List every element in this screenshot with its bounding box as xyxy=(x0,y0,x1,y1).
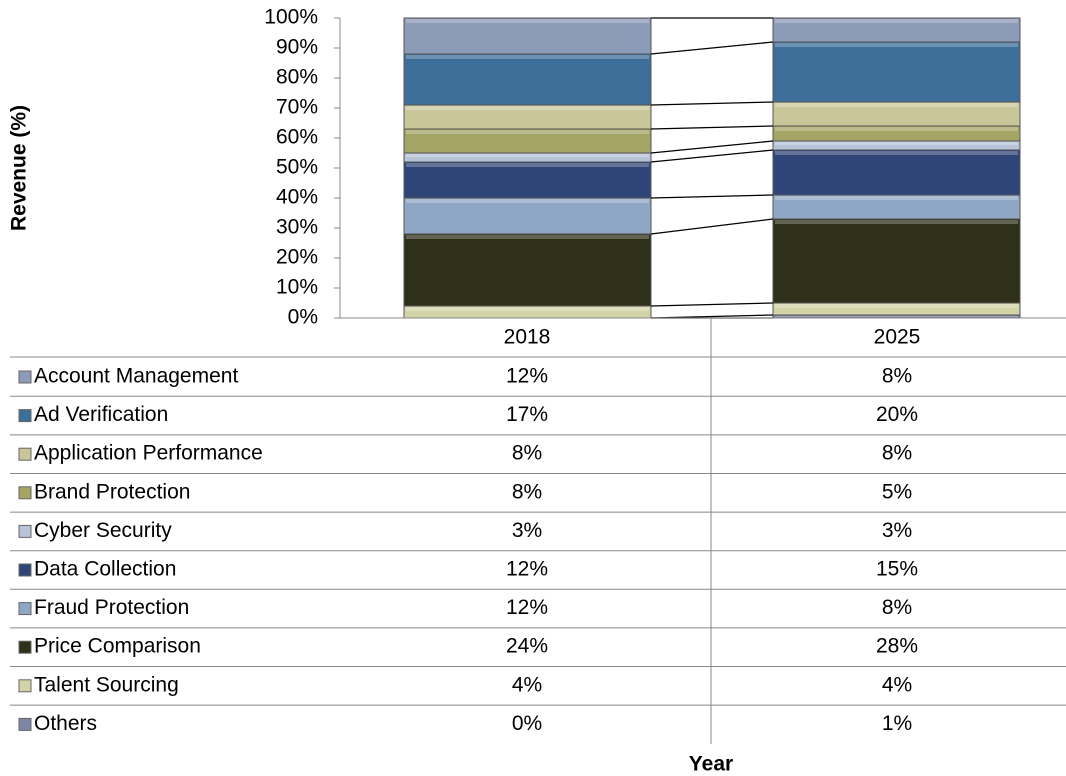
series-line xyxy=(650,101,774,106)
legend-label: Application Performance xyxy=(34,442,263,465)
table-cell: 4% xyxy=(882,673,912,696)
bar-segment xyxy=(772,218,1021,304)
y-tick-label: 100% xyxy=(264,6,318,29)
table-cell: 8% xyxy=(512,480,542,503)
bar-segment xyxy=(403,233,652,307)
series-line xyxy=(650,218,774,235)
bar-highlight xyxy=(775,304,1018,308)
table-cell: 28% xyxy=(876,635,918,658)
table-cell: 8% xyxy=(882,442,912,465)
legend-swatch xyxy=(18,409,32,423)
legend-swatch xyxy=(18,370,32,384)
bar-segment xyxy=(772,194,1021,220)
bar-segment xyxy=(772,149,1021,196)
series-line xyxy=(650,41,774,55)
series-line xyxy=(650,125,774,130)
table-cell: 1% xyxy=(882,712,912,735)
y-tick-label: 50% xyxy=(276,156,318,179)
bar-highlight xyxy=(406,130,649,134)
table-cell: 24% xyxy=(506,635,548,658)
bar-segment xyxy=(403,161,652,199)
legend-swatch xyxy=(18,486,32,500)
y-tick-label: 90% xyxy=(276,36,318,59)
bar-highlight xyxy=(775,151,1018,155)
bar-highlight xyxy=(775,142,1018,145)
bar-segment xyxy=(403,128,652,154)
y-tick-label: 30% xyxy=(276,216,318,239)
legend-swatch xyxy=(18,717,32,731)
bar-highlight xyxy=(406,307,649,311)
table-cell: 8% xyxy=(882,596,912,619)
table-cell: 8% xyxy=(882,365,912,388)
table-cell: 15% xyxy=(876,558,918,581)
legend-label: Data Collection xyxy=(34,558,176,581)
y-tick-label: 10% xyxy=(276,276,318,299)
table-cell: 3% xyxy=(512,519,542,542)
series-line xyxy=(650,302,774,307)
y-tick-label: 80% xyxy=(276,66,318,89)
bar-highlight xyxy=(406,55,649,59)
bar-highlight xyxy=(406,235,649,239)
bar-segment xyxy=(772,17,1021,43)
bar-highlight xyxy=(775,127,1018,131)
legend-label: Account Management xyxy=(34,365,238,388)
legend-swatch xyxy=(18,602,32,616)
table-cell: 0% xyxy=(512,712,542,735)
bar-highlight xyxy=(775,103,1018,107)
x-tick-label: 2018 xyxy=(504,326,551,349)
legend-label: Others xyxy=(34,712,97,735)
y-axis-title: Revenue (%) xyxy=(8,105,31,231)
legend-label: Price Comparison xyxy=(34,635,201,658)
table-cell: 8% xyxy=(512,442,542,465)
bar-segment xyxy=(772,101,1021,127)
legend-label: Fraud Protection xyxy=(34,596,189,619)
bar-highlight xyxy=(775,43,1018,47)
y-tick-label: 0% xyxy=(288,306,318,329)
bar-segment xyxy=(403,17,652,55)
table-cell: 12% xyxy=(506,365,548,388)
table-cell: 12% xyxy=(506,596,548,619)
bar-highlight xyxy=(406,163,649,167)
y-tick-label: 60% xyxy=(276,126,318,149)
series-line xyxy=(650,149,774,163)
legend-swatch xyxy=(18,679,32,693)
x-axis-title: Year xyxy=(689,753,733,776)
bar-highlight xyxy=(406,199,649,203)
y-tick-label: 40% xyxy=(276,186,318,209)
legend-swatch xyxy=(18,563,32,577)
bar-segment xyxy=(403,197,652,235)
legend-label: Ad Verification xyxy=(34,403,168,426)
bar-highlight xyxy=(775,19,1018,23)
legend-label: Cyber Security xyxy=(34,519,172,542)
bar-highlight xyxy=(406,154,649,157)
legend-swatch xyxy=(18,524,32,538)
x-tick-label: 2025 xyxy=(874,326,921,349)
series-line xyxy=(650,194,774,199)
bar-highlight xyxy=(775,316,1018,317)
bar-highlight xyxy=(775,220,1018,224)
table-cell: 4% xyxy=(512,673,542,696)
legend-swatch xyxy=(18,640,32,654)
bar-highlight xyxy=(406,19,649,23)
bar-highlight xyxy=(406,106,649,110)
legend-label: Brand Protection xyxy=(34,480,190,503)
bar-segment xyxy=(403,53,652,106)
bar-segment xyxy=(772,41,1021,103)
table-cell: 20% xyxy=(876,403,918,426)
series-line xyxy=(650,140,774,154)
y-tick-label: 20% xyxy=(276,246,318,269)
table-cell: 5% xyxy=(882,480,912,503)
legend-label: Talent Sourcing xyxy=(34,673,179,696)
table-cell: 12% xyxy=(506,558,548,581)
bar-highlight xyxy=(775,196,1018,200)
table-cell: 3% xyxy=(882,519,912,542)
legend-swatch xyxy=(18,447,32,461)
table-cell: 17% xyxy=(506,403,548,426)
y-tick-label: 70% xyxy=(276,96,318,119)
